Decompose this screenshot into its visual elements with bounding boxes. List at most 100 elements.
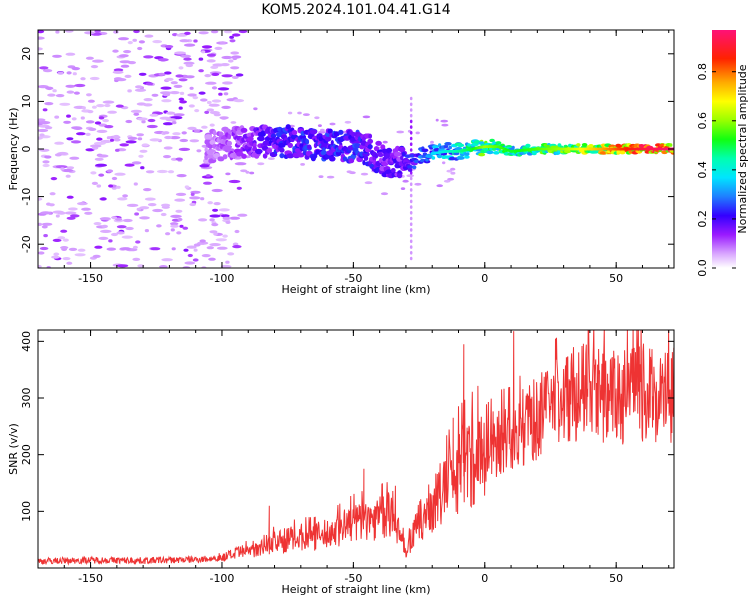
spectrogram-cell [179, 138, 189, 143]
spectrogram-cell [193, 243, 201, 247]
spectrogram-cell [178, 97, 185, 101]
spectrogram-cell [189, 86, 194, 90]
spectrogram-cell [206, 108, 215, 112]
spectrogram-cell [228, 59, 234, 63]
spectrogram-cell [425, 158, 429, 162]
spectrogram-cell [211, 99, 222, 103]
spectrogram-cell [302, 113, 310, 116]
spectrogram-cell [456, 156, 465, 160]
spectrogram-cell [464, 155, 470, 159]
spectrogram-cell [184, 31, 191, 35]
colorbar-tick-label: 0.2 [696, 210, 709, 228]
spectrogram-cell [133, 112, 140, 116]
spectrogram-cell [219, 41, 226, 45]
spectrogram-cell [441, 123, 449, 127]
spectrogram-cell [137, 137, 143, 141]
colorbar-tick-label: 0.8 [696, 63, 709, 81]
spectrogram-cell [55, 30, 60, 34]
spectrogram-cell [189, 196, 201, 200]
spectrogram-cell [106, 136, 111, 140]
spectrogram-cell [212, 208, 219, 212]
spectrogram-cell [123, 50, 132, 54]
spectrogram-cell [495, 141, 502, 145]
spectrogram-cell [175, 209, 183, 213]
spectrogram-cell [160, 86, 172, 90]
spectrogram-cell [114, 172, 126, 176]
y-tick-label: 300 [20, 388, 33, 409]
spectrogram-cell [229, 35, 235, 39]
spectrogram-cell [201, 45, 213, 49]
spectrogram-cell [230, 51, 240, 55]
spectrogram-cell [65, 84, 76, 88]
spectrogram-cell [174, 198, 186, 202]
spectrogram-cell [41, 225, 48, 229]
spectrogram-cell [71, 67, 81, 71]
spectrogram-cell [450, 167, 456, 171]
spectrogram-cell [279, 147, 285, 153]
spectrogram-cell [409, 251, 413, 255]
spectrogram-cell [249, 171, 255, 175]
spectrogram-cell [367, 144, 373, 150]
spectrogram-cell [396, 130, 405, 134]
spectrogram-cell [143, 103, 153, 107]
y-tick-label: 100 [20, 501, 33, 522]
spectrogram-cell [409, 125, 413, 129]
spectrogram-cell [87, 99, 95, 103]
spectrogram-cell [234, 229, 240, 234]
spectrogram-cell [163, 146, 173, 150]
spectrogram-cell [278, 142, 286, 148]
spectrogram-cell [175, 33, 188, 37]
y-tick-label: -20 [20, 235, 33, 253]
spectrogram-cell [89, 76, 100, 81]
spectrogram-cell [198, 69, 204, 73]
spectrogram-cell [232, 242, 239, 246]
spectrogram-cell [199, 164, 210, 168]
spectrogram-cell [253, 107, 258, 111]
spectrogram-cell [409, 131, 413, 135]
spectrogram-cell [104, 103, 111, 108]
x-tick-label: 50 [609, 572, 623, 585]
spectrogram-cell [431, 156, 436, 160]
spectrogram-cell [157, 58, 169, 62]
spectrogram-cell [125, 140, 137, 144]
spectrogram-cell [134, 88, 147, 92]
spectrogram-cell [120, 64, 130, 68]
spectrogram-cell [200, 98, 208, 102]
spectrogram-cell [257, 136, 265, 142]
spectrogram-cell [124, 163, 135, 167]
spectrogram-cell [163, 155, 171, 159]
spectrogram-cell [86, 93, 92, 97]
spectrogram-cell [164, 71, 172, 75]
spectrogram-cell [228, 179, 241, 184]
spectrogram-cell [116, 264, 129, 268]
spectrogram-cell [227, 148, 236, 154]
spectrogram-cell [406, 174, 415, 178]
spectrogram-cell [409, 136, 413, 141]
spectrogram-cell [38, 30, 45, 34]
spectrogram-heatmap [38, 30, 674, 268]
spectrogram-cell [117, 197, 128, 201]
spectrogram-cell [150, 247, 161, 251]
spectrogram-cell [159, 265, 168, 268]
spectrogram-cell [113, 138, 121, 142]
spectrogram-cell [38, 222, 43, 226]
x-tick-label: 0 [481, 272, 488, 285]
spectrogram-cell [93, 222, 102, 226]
spectrogram-cell [115, 104, 124, 108]
spectrogram-cell [194, 109, 200, 113]
spectrogram-cell [65, 174, 71, 178]
spectrogram-cell [65, 52, 76, 56]
spectrogram-cell [208, 103, 220, 107]
spectrogram-cell [380, 144, 386, 150]
spectrogram-cell [443, 179, 451, 183]
spectrogram-cell [409, 199, 413, 204]
spectrogram-cell [342, 156, 348, 162]
spectrogram-cell [204, 110, 210, 114]
spectrogram-cell [179, 100, 188, 104]
spectrogram-cell [409, 171, 413, 175]
spectrogram-cell [162, 122, 174, 126]
spectrogram-cell [413, 159, 419, 164]
spectrogram-cell [175, 74, 184, 78]
spectrogram-cell [94, 245, 103, 249]
spectrogram-cell [164, 135, 173, 140]
